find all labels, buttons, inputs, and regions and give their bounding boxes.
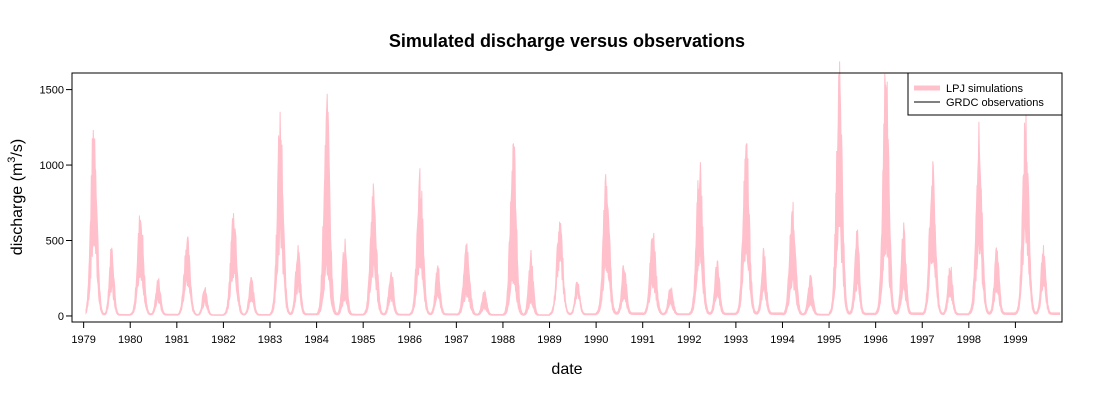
x-axis: 1979 1980 1981 1982 1983 1984 1985 1986 1987 1988… <box>71 322 1028 346</box>
x-tick-label: 1988 <box>491 334 515 346</box>
x-tick-label: 1982 <box>211 334 235 346</box>
x-tick-label: 1994 <box>770 334 794 346</box>
x-tick-label: 1990 <box>584 334 608 346</box>
x-tick-label: 1997 <box>910 334 934 346</box>
x-tick-label: 1992 <box>677 334 701 346</box>
series-lpj-simulations <box>85 61 1060 316</box>
x-tick-label: 1985 <box>351 334 375 346</box>
y-axis: 0 500 1000 1500 <box>40 85 72 323</box>
legend-label-grdc: GRDC observations <box>946 97 1044 109</box>
x-tick-label: 1999 <box>1003 334 1027 346</box>
y-axis-label-prefix: discharge (m <box>9 163 26 255</box>
legend: LPJ simulations GRDC observations <box>907 72 1063 116</box>
x-tick-label: 1991 <box>630 334 654 346</box>
x-tick-label: 1986 <box>398 334 422 346</box>
legend-label-lpj: LPJ simulations <box>946 83 1024 95</box>
x-tick-label: 1987 <box>444 334 468 346</box>
y-axis-label-suffix: /s) <box>9 139 26 157</box>
x-tick-label: 1984 <box>304 334 328 346</box>
legend-box <box>907 72 1063 116</box>
y-tick-label: 500 <box>46 236 64 248</box>
y-tick-label: 1500 <box>40 85 64 97</box>
x-tick-label: 1979 <box>71 334 95 346</box>
x-tick-label: 1995 <box>817 334 841 346</box>
chart-title: Simulated discharge versus observations <box>389 31 745 51</box>
x-tick-label: 1983 <box>258 334 282 346</box>
y-tick-label: 0 <box>58 311 64 323</box>
y-axis-label-superscript: 3 <box>6 157 18 163</box>
x-tick-label: 1996 <box>863 334 887 346</box>
x-tick-label: 1981 <box>165 334 189 346</box>
x-tick-label: 1998 <box>957 334 981 346</box>
x-axis-label: date <box>551 361 582 378</box>
y-axis-label: discharge (m3/s) <box>6 139 26 255</box>
y-tick-label: 1000 <box>40 160 64 172</box>
x-tick-label: 1980 <box>118 334 142 346</box>
x-tick-label: 1989 <box>537 334 561 346</box>
plot-frame <box>71 72 1063 323</box>
x-tick-label: 1993 <box>724 334 748 346</box>
